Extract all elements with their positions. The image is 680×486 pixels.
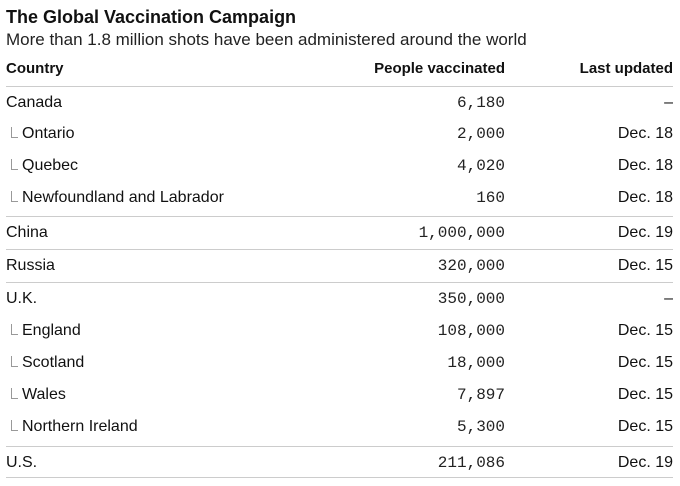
row-label: Canada [6,94,63,111]
last-updated-value: Dec. 15 [617,418,673,435]
row-label: Russia [6,257,55,274]
row-label: Wales [22,386,66,403]
last-updated-value: Dec. 19 [617,224,673,241]
last-updated-value: Dec. 19 [617,454,673,471]
column-header-people-vaccinated: People vaccinated [374,60,505,77]
last-updated-value: Dec. 18 [617,189,673,206]
table-row-subregion: Northern Ireland 5,300 Dec. 15 [6,411,673,443]
people-vaccinated-value: 4,020 [456,157,505,175]
column-header-last-updated: Last updated [579,60,673,77]
people-vaccinated-value: 350,000 [437,290,505,308]
tree-branch-icon [6,150,20,182]
table-row-country: U.K. 350,000 – [6,282,673,314]
people-vaccinated-value: 18,000 [447,354,505,372]
table-row-country: Canada 6,180 – [6,87,673,119]
people-vaccinated-value: 211,086 [437,454,505,472]
row-label: Ontario [22,125,75,142]
last-updated-value: Dec. 18 [617,125,673,142]
people-vaccinated-value: 320,000 [437,257,505,275]
last-updated-value: Dec. 15 [617,322,673,339]
last-updated-value: Dec. 15 [617,257,673,274]
table-row-country: Russia 320,000 Dec. 15 [6,249,673,281]
table-row-subregion: Newfoundland and Labrador 160 Dec. 18 [6,182,673,214]
table-row-subregion: Quebec 4,020 Dec. 18 [6,150,673,182]
tree-branch-icon [6,118,20,150]
column-header-country: Country [6,60,64,77]
last-updated-value: Dec. 15 [617,386,673,403]
row-label: England [22,322,81,339]
tree-branch-icon [6,347,20,379]
table-row-country: U.S. 211,086 Dec. 19 [6,446,673,478]
row-label: Quebec [22,157,79,174]
table-row-subregion: Scotland 18,000 Dec. 15 [6,347,673,379]
tree-branch-icon [6,182,20,214]
row-label: China [6,224,48,241]
table-row-subregion: Wales 7,897 Dec. 15 [6,379,673,411]
table-row-subregion: Ontario 2,000 Dec. 18 [6,118,673,150]
row-label: Scotland [22,354,85,371]
people-vaccinated-value: 1,000,000 [418,224,505,242]
tree-branch-icon [6,379,20,411]
last-updated-value: – [664,94,673,111]
tree-branch-icon [6,315,20,347]
people-vaccinated-value: 160 [476,189,505,207]
row-label: Northern Ireland [22,418,138,435]
people-vaccinated-value: 5,300 [456,418,505,436]
tree-branch-icon [6,411,20,443]
last-updated-value: Dec. 18 [617,157,673,174]
last-updated-value: Dec. 15 [617,354,673,371]
row-label: U.S. [6,454,38,471]
people-vaccinated-value: 2,000 [456,125,505,143]
header-divider [6,86,673,87]
table-row-subregion: England 108,000 Dec. 15 [6,315,673,347]
chart-title: The Global Vaccination Campaign [6,7,297,27]
people-vaccinated-value: 108,000 [437,322,505,340]
row-label: Newfoundland and Labrador [22,189,224,206]
row-label: U.K. [6,290,38,307]
people-vaccinated-value: 6,180 [456,94,505,112]
people-vaccinated-value: 7,897 [456,386,505,404]
table-row-country: China 1,000,000 Dec. 19 [6,216,673,248]
chart-subtitle: More than 1.8 million shots have been ad… [6,30,527,49]
last-updated-value: – [664,290,673,307]
